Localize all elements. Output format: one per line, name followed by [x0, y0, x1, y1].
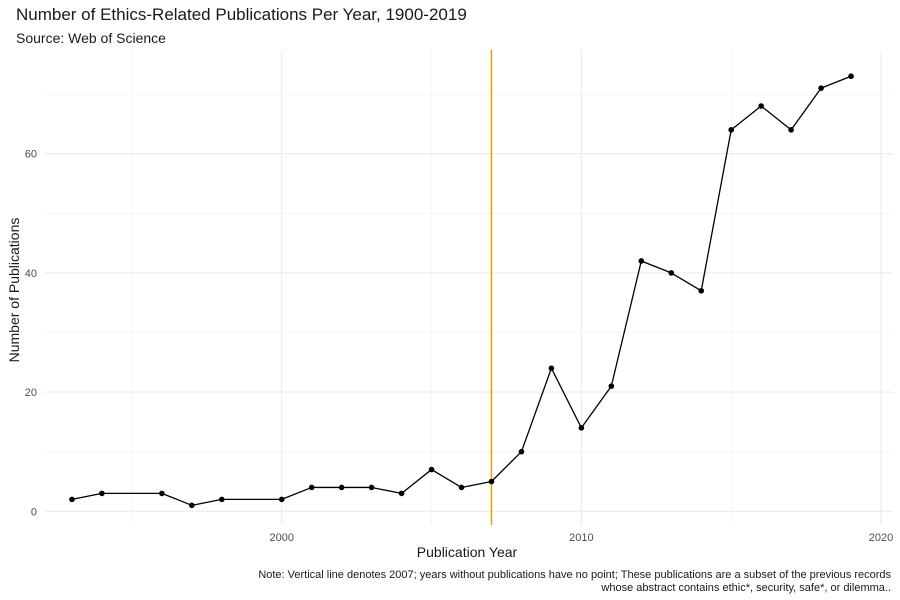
data-point	[99, 490, 105, 497]
major-gridlines	[45, 50, 893, 525]
data-point	[578, 425, 585, 431]
y-tick-label: 40	[25, 268, 37, 280]
x-tick-label: 2010	[569, 532, 593, 544]
data-point	[848, 73, 854, 80]
data-point	[758, 103, 764, 109]
data-point	[159, 490, 165, 497]
y-tick-label: 60	[25, 149, 37, 161]
chart-caption: Note: Vertical line denotes 2007; years …	[258, 569, 891, 595]
data-point	[698, 287, 705, 294]
tick-labels: 2000 2010 2020 0 20 40 60	[25, 149, 894, 544]
data-point	[728, 127, 734, 133]
minor-gridlines	[45, 50, 893, 525]
series-points-layer	[69, 73, 854, 509]
x-axis-title: Publication Year	[417, 544, 518, 560]
data-point	[548, 365, 555, 372]
data-point	[788, 127, 794, 133]
data-point	[638, 258, 645, 264]
data-point	[69, 496, 75, 503]
y-tick-label: 0	[31, 506, 37, 518]
data-point	[458, 484, 465, 491]
y-axis-title: Number of Publications	[6, 218, 22, 363]
data-point	[218, 496, 225, 503]
data-point	[308, 484, 315, 491]
data-point	[608, 383, 615, 389]
caption-line-2: whose abstract contains ethic*, security…	[601, 582, 891, 594]
data-point	[518, 448, 525, 455]
caption-line-1: Note: Vertical line denotes 2007; years …	[258, 569, 891, 581]
data-point	[189, 502, 195, 509]
x-tick-label: 2000	[269, 532, 293, 544]
data-point	[428, 466, 435, 473]
data-point	[668, 270, 675, 276]
data-point	[818, 85, 824, 91]
data-point	[278, 496, 285, 503]
series-line-layer	[71, 75, 852, 506]
chart-title: Number of Ethics-Related Publications Pe…	[16, 5, 467, 24]
data-point	[338, 484, 345, 491]
x-tick-label: 2020	[869, 532, 893, 544]
chart-subtitle: Source: Web of Science	[16, 30, 166, 46]
y-tick-label: 20	[25, 387, 37, 399]
series-line	[71, 75, 852, 506]
data-point	[398, 490, 405, 497]
data-point	[488, 478, 495, 485]
data-point	[368, 484, 375, 491]
